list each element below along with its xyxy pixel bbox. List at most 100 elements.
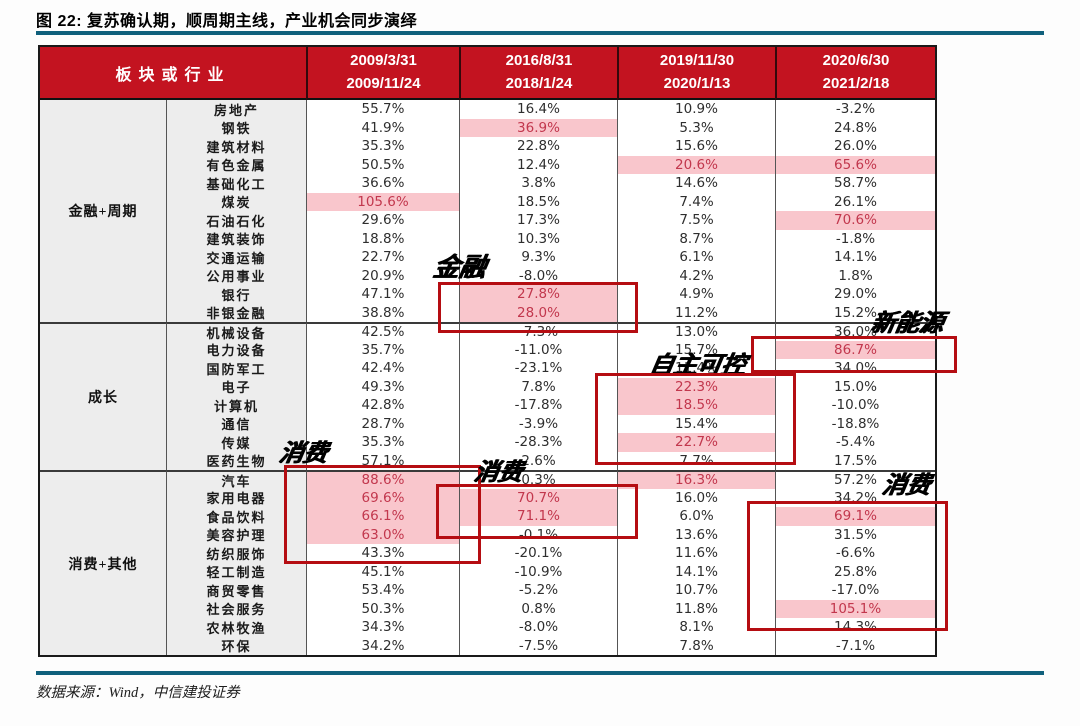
value-cell: 69.1% [775, 507, 935, 526]
value-cell: 65.6% [775, 155, 935, 174]
value-cell: 18.5% [459, 192, 617, 211]
value-cell: 11.2% [617, 303, 775, 322]
value-cell: -5.4% [775, 433, 935, 452]
value-cell: 69.6% [306, 488, 459, 507]
industry-name: 有色金属 [166, 155, 306, 174]
value-cell: 10.9% [617, 100, 775, 119]
industry-name: 石油石化 [166, 211, 306, 230]
section-label: 消费+其他 [40, 470, 166, 655]
period-end: 2009/11/24 [346, 74, 421, 92]
value-cell: 14.1% [617, 562, 775, 581]
industry-name: 交通运输 [166, 248, 306, 267]
sector-performance-table: 板块或行业 2009/3/31 2009/11/24 2016/8/31 201… [38, 45, 937, 657]
industry-name: 医药生物 [166, 451, 306, 470]
value-cell: 22.3% [617, 377, 775, 396]
industry-name: 纺织服饰 [166, 544, 306, 563]
value-cell: 70.6% [775, 211, 935, 230]
value-cell: 11.4% [617, 359, 775, 378]
value-cell: 28.0% [459, 303, 617, 322]
industry-name: 建筑材料 [166, 137, 306, 156]
value-cell: 1.8% [775, 266, 935, 285]
value-cell: 2.6% [459, 451, 617, 470]
value-cell: 27.8% [459, 285, 617, 304]
value-cell: -18.8% [775, 414, 935, 433]
value-cell: 42.8% [306, 396, 459, 415]
value-cell: 15.0% [775, 377, 935, 396]
value-cell: 17.5% [775, 451, 935, 470]
value-cell: -10.0% [775, 396, 935, 415]
value-cell: -23.1% [459, 359, 617, 378]
value-cell: 42.5% [306, 322, 459, 341]
section-label: 成长 [40, 322, 166, 470]
value-cell: 22.8% [459, 137, 617, 156]
value-cell: 16.3% [617, 470, 775, 489]
period-end: 2018/1/24 [505, 74, 573, 92]
value-cell: 26.0% [775, 137, 935, 156]
value-cell: -17.0% [775, 581, 935, 600]
industry-name: 机械设备 [166, 322, 306, 341]
value-cell: 34.3% [306, 618, 459, 637]
value-cell: 0.3% [459, 470, 617, 489]
value-cell: -7.5% [459, 636, 617, 655]
value-cell: 7.5% [617, 211, 775, 230]
industry-name: 社会服务 [166, 599, 306, 618]
value-cell: 41.9% [306, 118, 459, 137]
value-cell: 34.2% [306, 636, 459, 655]
period-start: 2016/8/31 [505, 52, 573, 69]
industry-name: 汽车 [166, 470, 306, 489]
value-cell: 13.6% [617, 525, 775, 544]
value-cell: 6.1% [617, 248, 775, 267]
value-cell: -7.1% [775, 636, 935, 655]
value-cell: 53.4% [306, 581, 459, 600]
value-cell: 12.4% [459, 155, 617, 174]
period-header-2: 2016/8/31 2018/1/24 [459, 47, 617, 100]
value-cell: 34.0% [775, 359, 935, 378]
period-end: 2020/1/13 [663, 74, 731, 92]
value-cell: 57.1% [306, 451, 459, 470]
industry-name: 美容护理 [166, 525, 306, 544]
value-cell: 18.8% [306, 229, 459, 248]
value-cell: 0.8% [459, 599, 617, 618]
industry-name: 国防军工 [166, 359, 306, 378]
value-cell: 17.3% [459, 211, 617, 230]
value-cell: 7.7% [617, 451, 775, 470]
value-cell: 42.4% [306, 359, 459, 378]
value-cell: 14.6% [617, 174, 775, 193]
value-cell: 16.0% [617, 488, 775, 507]
value-cell: 14.1% [775, 248, 935, 267]
table-corner-header: 板块或行业 [40, 47, 306, 100]
industry-name: 非银金融 [166, 303, 306, 322]
value-cell: 36.0% [775, 322, 935, 341]
value-cell: -8.0% [459, 618, 617, 637]
industry-name: 公用事业 [166, 266, 306, 285]
period-start: 2020/6/30 [822, 52, 890, 69]
value-cell: 15.7% [617, 340, 775, 359]
value-cell: 7.8% [459, 377, 617, 396]
value-cell: 34.2% [775, 488, 935, 507]
value-cell: 88.6% [306, 470, 459, 489]
value-cell: 9.3% [459, 248, 617, 267]
value-cell: 36.6% [306, 174, 459, 193]
industry-name: 农林牧渔 [166, 618, 306, 637]
figure-title: 图 22: 复苏确认期，顺周期主线，产业机会同步演绎 [36, 13, 418, 30]
value-cell: 7.4% [617, 192, 775, 211]
industry-name: 煤炭 [166, 192, 306, 211]
value-cell: 29.6% [306, 211, 459, 230]
value-cell: 45.1% [306, 562, 459, 581]
value-cell: 35.3% [306, 137, 459, 156]
period-end: 2021/2/18 [822, 74, 890, 92]
value-cell: 5.3% [617, 118, 775, 137]
title-rule [36, 31, 1044, 35]
value-cell: 105.1% [775, 599, 935, 618]
industry-name: 电力设备 [166, 340, 306, 359]
value-cell: 55.7% [306, 100, 459, 119]
period-start: 2019/11/30 [659, 52, 735, 69]
industry-name: 食品饮料 [166, 507, 306, 526]
value-cell: 8.1% [617, 618, 775, 637]
value-cell: 25.8% [775, 562, 935, 581]
value-cell: 24.8% [775, 118, 935, 137]
value-cell: 7.8% [617, 636, 775, 655]
value-cell: 18.5% [617, 396, 775, 415]
period-header-3: 2019/11/30 2020/1/13 [617, 47, 775, 100]
value-cell: 22.7% [306, 248, 459, 267]
